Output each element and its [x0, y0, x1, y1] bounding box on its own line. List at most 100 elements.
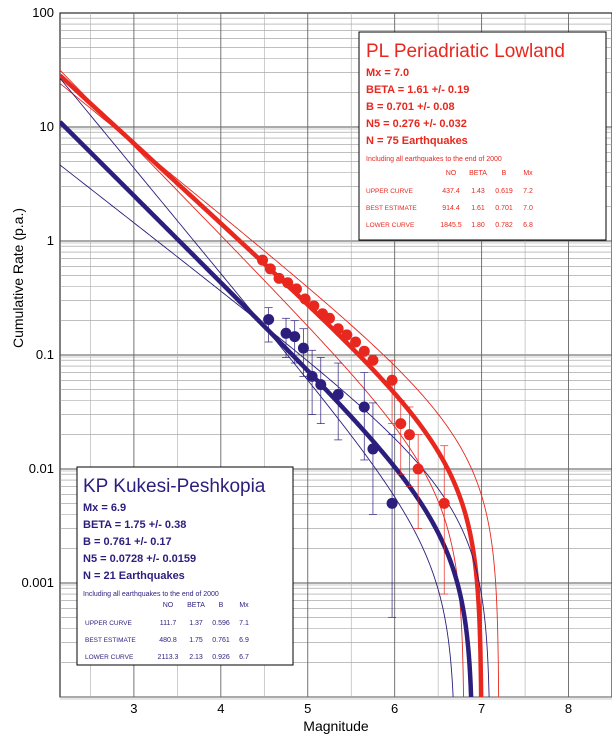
pl-data-point [308, 300, 320, 312]
table-row-label: BEST ESTIMATE [366, 205, 417, 212]
legend-pl-b: B = 0.701 +/- 0.08 [366, 101, 455, 113]
legend-pl-table: NO BETA B Mx UPPER CURVE 437.4 1.43 0.619 7.2 BES… [366, 170, 533, 229]
table-row-label: BEST ESTIMATE [85, 637, 136, 644]
y-tick-label: 10 [40, 119, 54, 134]
x-tick-label: 8 [565, 701, 572, 716]
legend-kp-beta: BETA = 1.75 +/- 0.38 [83, 519, 186, 531]
table-cell: 6.8 [523, 222, 533, 229]
table-row-label: UPPER CURVE [366, 188, 414, 195]
curves [60, 69, 500, 697]
pl-data-point [386, 374, 398, 386]
table-cell: 1.80 [471, 222, 485, 229]
kp-data-point [280, 327, 292, 339]
legend-pl: PL Periadriatic Lowland Mx = 7.0 BETA = … [358, 31, 607, 241]
error-bars [264, 307, 449, 618]
pl-lower-curve [60, 69, 464, 697]
pl-data-point [438, 497, 450, 509]
pl-data-point [273, 272, 285, 284]
legend-pl-n: N = 75 Earthquakes [366, 135, 468, 147]
pl-data-point [403, 429, 415, 441]
table-cell: 7.1 [239, 620, 249, 627]
table-cell: 2.13 [189, 654, 203, 661]
legend-kp-n5: N5 = 0.0728 +/- 0.0159 [83, 553, 196, 565]
kp-data-point [315, 379, 327, 391]
y-axis-title: Cumulative Rate (p.a.) [10, 208, 26, 348]
table-cell: 437.4 [442, 188, 460, 195]
kp-data-point [386, 497, 398, 509]
kp-data-point [367, 443, 379, 455]
table-header-cell: BETA [187, 602, 205, 609]
kp-best-curve [60, 120, 474, 697]
table-header-cell: NO [446, 170, 457, 177]
table-cell: 6.9 [239, 637, 249, 644]
table-cell: 0.701 [495, 205, 513, 212]
legend-kp-box [76, 466, 294, 666]
table-header-cell: B [219, 602, 224, 609]
pl-data-point [282, 277, 294, 289]
legend-kp: KP Kukesi-Peshkopia Mx = 6.9 BETA = 1.75… [76, 466, 294, 666]
x-tick-label: 7 [478, 701, 485, 716]
x-tick-label: 3 [130, 701, 137, 716]
table-cell: 7.2 [523, 188, 533, 195]
y-tick-label: 0.01 [29, 461, 54, 476]
x-axis-title: Magnitude [303, 718, 369, 734]
legend-kp-n: N = 21 Earthquakes [83, 570, 185, 582]
table-cell: 1845.5 [440, 222, 462, 229]
y-tick-label: 1 [47, 233, 54, 248]
pl-data-point [323, 312, 335, 324]
table-cell: 480.8 [159, 637, 177, 644]
kp-data-point [263, 313, 275, 325]
pl-data-point [367, 354, 379, 366]
table-cell: 914.4 [442, 205, 460, 212]
pl-data-point [257, 254, 269, 266]
table-header-cell: BETA [469, 170, 487, 177]
legend-pl-note: Including all earthquakes to the end of … [366, 156, 502, 163]
pl-best-curve [60, 73, 484, 697]
table-header-cell: Mx [523, 170, 533, 177]
kp-data-point [297, 342, 309, 354]
axis-ticks: 3 4 5 6 7 8 100 10 1 0.1 0.01 0.001 [21, 5, 572, 716]
pl-data-point [350, 336, 362, 348]
table-row-label: LOWER CURVE [366, 222, 415, 229]
legend-kp-note: Including all earthquakes to the end of … [83, 591, 219, 598]
kp-data-point [289, 331, 301, 343]
pl-data-point [332, 323, 344, 335]
table-cell: 0.619 [495, 188, 513, 195]
table-header-cell: Mx [239, 602, 249, 609]
kp-lower-curve [60, 78, 454, 697]
table-header-cell: NO [163, 602, 174, 609]
pl-data-point [341, 329, 353, 341]
legend-kp-b: B = 0.761 +/- 0.17 [83, 536, 172, 548]
legend-kp-table: NO BETA B Mx UPPER CURVE 111.7 1.37 0.596 7.1 BES… [85, 602, 249, 661]
table-cell: 0.761 [212, 637, 230, 644]
pl-data-point [264, 263, 276, 275]
x-tick-label: 5 [304, 701, 311, 716]
table-cell: 1.75 [189, 637, 203, 644]
kp-data-point [306, 370, 318, 382]
kp-data-point [358, 401, 370, 413]
legend-kp-title: KP Kukesi-Peshkopia [83, 476, 266, 497]
table-cell: 0.782 [495, 222, 513, 229]
pl-data-point [412, 463, 424, 475]
legend-pl-box [358, 31, 607, 241]
legend-pl-n5: N5 = 0.276 +/- 0.032 [366, 118, 467, 130]
table-cell: 111.7 [160, 620, 177, 627]
table-cell: 0.926 [212, 654, 230, 661]
kp-upper-curve [60, 164, 490, 697]
y-tick-label: 100 [32, 5, 54, 20]
data-points [257, 254, 450, 509]
table-cell: 1.61 [471, 205, 485, 212]
table-cell: 0.596 [212, 620, 230, 627]
legend-kp-mx: Mx = 6.9 [83, 502, 126, 514]
y-tick-label: 0.1 [36, 347, 54, 362]
x-tick-label: 4 [217, 701, 224, 716]
pl-data-point [299, 293, 311, 305]
pl-data-point [358, 345, 370, 357]
table-cell: 7.0 [523, 205, 533, 212]
table-cell: 2113.3 [158, 654, 179, 661]
y-tick-label: 0.001 [21, 575, 54, 590]
legend-pl-title: PL Periadriatic Lowland [366, 41, 565, 62]
table-header-cell: B [502, 170, 507, 177]
kp-data-point [332, 389, 344, 401]
legend-pl-mx: Mx = 7.0 [366, 67, 409, 79]
